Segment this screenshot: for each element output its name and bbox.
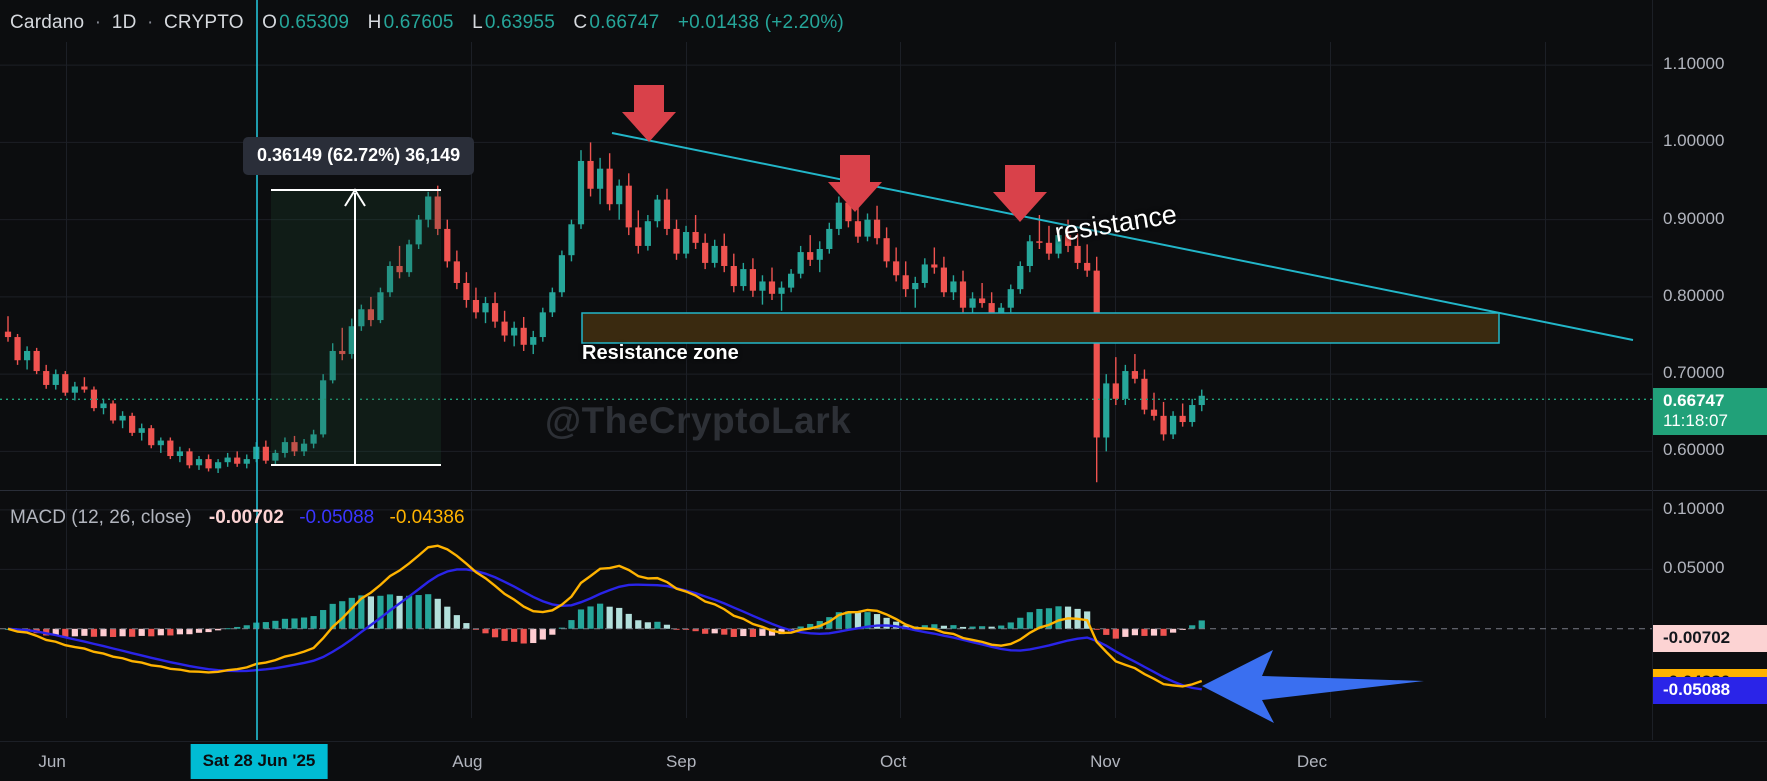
- symbol-name[interactable]: Cardano: [10, 12, 85, 33]
- price-change: +0.01438 (+2.20%): [677, 12, 844, 33]
- price-axis[interactable]: 1.10000 1.00000 0.90000 0.80000 0.70000 0.600…: [1652, 0, 1767, 740]
- time-axis-label: Sep: [666, 752, 697, 771]
- low-value: 0.63955: [484, 12, 555, 33]
- symbol-legend: Cardano · 1D · CRYPTO O 0.65309 H 0.67605 …: [10, 12, 846, 34]
- macd-axis-label: 0.10000: [1663, 498, 1725, 518]
- resistance-zone-label: Resistance zone: [582, 342, 739, 364]
- macd-signal-badge[interactable]: -0.05088: [1653, 677, 1767, 705]
- price-axis-label: 1.10000: [1663, 54, 1725, 74]
- macd-macd-value: -0.04386: [389, 507, 465, 528]
- macd-signal-value: -0.05088: [299, 507, 375, 528]
- open-value: 0.65309: [279, 12, 350, 33]
- time-axis-label: Aug: [452, 752, 483, 771]
- time-axis-label: Oct: [879, 752, 907, 771]
- macd-pane[interactable]: [0, 492, 1652, 718]
- price-axis-label: 0.90000: [1663, 208, 1725, 228]
- time-axis[interactable]: Jun Aug Sep Oct Nov Dec Sat 28 Jun '25: [0, 741, 1767, 781]
- pane-divider: [0, 490, 1767, 491]
- high-label: H: [367, 12, 382, 33]
- macd-legend-name[interactable]: MACD (12, 26, close): [10, 507, 192, 528]
- macd-axis-label: 0.05000: [1663, 558, 1725, 578]
- high-value: 0.67605: [383, 12, 454, 33]
- price-axis-label: 0.70000: [1663, 363, 1725, 383]
- close-label: C: [573, 12, 588, 33]
- interval-label[interactable]: 1D: [111, 12, 137, 33]
- bar-countdown: 11:18:07: [1663, 411, 1728, 431]
- measurement-tooltip: 0.36149 (62.72%) 36,149: [243, 137, 475, 175]
- current-price-badge[interactable]: 0.66747 11:18:07: [1653, 388, 1767, 436]
- price-axis-label: 1.00000: [1663, 131, 1725, 151]
- low-label: L: [472, 12, 483, 33]
- macd-series: [0, 492, 1652, 718]
- time-axis-label: Dec: [1296, 752, 1328, 771]
- macd-histogram-badge[interactable]: -0.00702: [1653, 625, 1767, 653]
- selected-date-badge[interactable]: Sat 28 Jun '25: [190, 744, 328, 779]
- price-axis-label: 0.80000: [1663, 285, 1725, 305]
- market-label: CRYPTO: [164, 12, 244, 33]
- time-axis-label: Jun: [38, 752, 66, 771]
- open-label: O: [262, 12, 278, 33]
- macd-histogram-value: -0.00702: [208, 507, 284, 528]
- legend-separator-1: ·: [94, 12, 102, 33]
- close-value: 0.66747: [589, 12, 660, 33]
- measure-vertical-line: [256, 0, 258, 740]
- price-axis-label: 0.60000: [1663, 440, 1725, 460]
- time-axis-label: Nov: [1090, 752, 1121, 771]
- current-price-value: 0.66747: [1663, 391, 1725, 411]
- watermark: @TheCryptoLark: [545, 400, 852, 441]
- macd-legend: MACD (12, 26, close) -0.00702 -0.05088 -…: [10, 507, 465, 529]
- legend-separator-2: ·: [146, 12, 154, 33]
